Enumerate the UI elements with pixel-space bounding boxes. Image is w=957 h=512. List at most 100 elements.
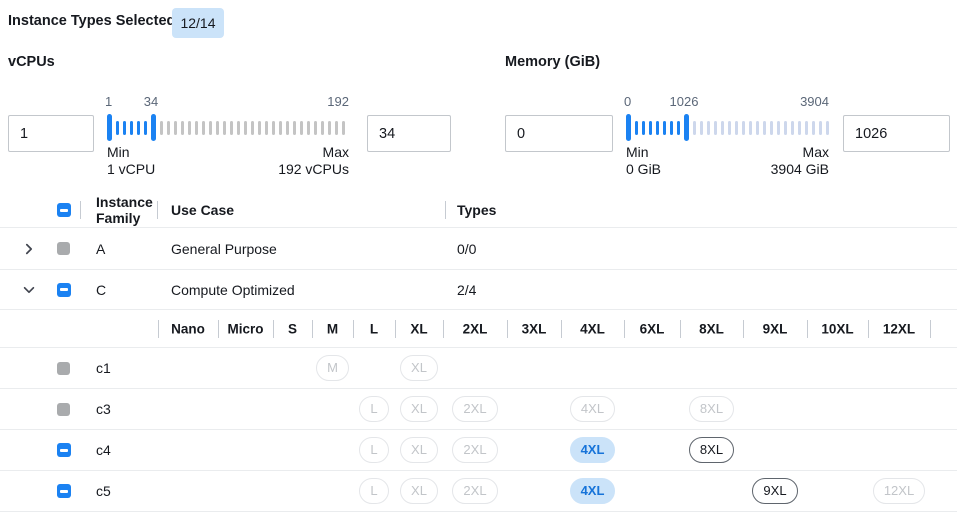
size-header-divider: [624, 319, 625, 338]
select-all-checkbox[interactable]: [57, 203, 71, 217]
size-pill-c4-l: L: [359, 437, 389, 463]
size-header-row: Nano Micro S M L XL 2XL 3XL 4XL 6XL 8XL 9XL 10XL 12XL: [0, 310, 957, 348]
vcpus-captions: Min 1 vCPU Max 192 vCPUs: [107, 144, 349, 178]
size-header-divider: [507, 319, 508, 338]
size-header-divider: [680, 319, 681, 338]
instance-row-c3: c3 L XL 2XL 4XL 8XL: [0, 389, 957, 430]
slider-tick-inactive: [812, 120, 815, 135]
size-pill-c1-m: M: [316, 355, 349, 381]
use-case-column-header: Use Case: [171, 202, 235, 218]
size-column-header-8xl: 8XL: [699, 321, 724, 336]
size-pill-c5-9xl[interactable]: 9XL: [752, 478, 798, 504]
collapse-chevron-down-icon[interactable]: [20, 281, 38, 299]
instance-family-column-header: Instance Family: [96, 194, 153, 226]
row-checkbox-indeterminate[interactable]: [57, 443, 71, 457]
size-column-header-6xl: 6XL: [639, 321, 665, 336]
memory-slider-track[interactable]: [626, 113, 829, 142]
checkbox-cell: [50, 402, 80, 416]
size-pill-c3-l: L: [359, 396, 389, 422]
size-cell-xl: XL: [395, 396, 443, 422]
size-column-header-9xl: 9XL: [762, 321, 788, 336]
size-header-divider: [218, 319, 219, 338]
checkbox-cell: [50, 242, 80, 255]
size-cell-xl: XL: [395, 437, 443, 463]
size-pill-c5-4xl[interactable]: 4XL: [569, 478, 616, 504]
size-cell-9xl: 9XL: [743, 478, 807, 504]
selected-count-label: Instance Types Selected:: [8, 13, 181, 29]
memory-max-input[interactable]: [843, 115, 950, 152]
memory-min-input[interactable]: [505, 115, 613, 152]
size-pill-c3-4xl: 4XL: [569, 396, 616, 422]
slider-tick-inactive: [791, 120, 794, 135]
memory-range-slider[interactable]: 0 1026 3904 Min 0 GiB Max 3904 GiB: [624, 94, 829, 178]
slider-tick-inactive: [742, 120, 745, 135]
vcpus-filter-title: vCPUs: [8, 54, 55, 70]
vcpus-slider-track[interactable]: [107, 113, 349, 142]
slider-handle-min[interactable]: [107, 114, 112, 141]
instance-family-table: Instance Family Use Case Types A General …: [0, 193, 957, 512]
size-column-header-4xl: 4XL: [580, 321, 605, 336]
family-name: C: [96, 281, 107, 298]
slider-tick-inactive: [314, 120, 317, 135]
slider-tick-inactive: [714, 120, 717, 135]
slider-handle-max[interactable]: [151, 114, 156, 141]
memory-scale-labels: 0 1026 3904: [624, 94, 829, 111]
instance-family-name: c1: [96, 360, 111, 376]
header-divider: [157, 201, 158, 219]
types-count: 0/0: [457, 240, 477, 257]
expand-chevron-right-icon[interactable]: [20, 240, 38, 258]
table-body: A General Purpose 0/0 C Compute Optimized 2/4…: [0, 228, 957, 512]
vcpus-min-value: 1 vCPU: [107, 161, 156, 177]
size-pill-c5-2xl: 2XL: [452, 478, 498, 504]
size-pill-c1-xl: XL: [400, 355, 438, 381]
vcpus-range-slider[interactable]: 1 34 192 Min 1 vCPU Max 192 vCPUs: [105, 94, 349, 178]
slider-tick-inactive: [230, 120, 233, 135]
row-checkbox-indeterminate[interactable]: [57, 484, 71, 498]
types-count: 2/4: [457, 281, 477, 298]
size-header-divider: [868, 319, 869, 338]
size-header-divider: [158, 319, 159, 338]
instance-family-name: c4: [96, 442, 111, 458]
size-cell-l: L: [353, 478, 395, 504]
size-column-header-10xl: 10XL: [821, 321, 854, 336]
size-cell-l: L: [353, 437, 395, 463]
row-checkbox-disabled: [57, 402, 70, 416]
size-column-header-l: L: [369, 321, 379, 336]
size-column-header-3xl: 3XL: [521, 321, 547, 336]
size-header-divider: [312, 319, 313, 338]
size-cell-4xl: 4XL: [561, 396, 624, 422]
size-cell-4xl: 4XL: [561, 437, 624, 463]
vcpus-max-input[interactable]: [367, 115, 451, 152]
size-header-divider: [807, 319, 808, 338]
row-checkbox-indeterminate[interactable]: [57, 282, 71, 297]
size-column-header-s: S: [287, 321, 297, 336]
slider-tick-inactive: [174, 120, 177, 135]
instance-family-name: c5: [96, 483, 111, 499]
chevron-cell: [0, 240, 50, 258]
size-cell-4xl: 4XL: [561, 478, 624, 504]
slider-tick-inactive: [342, 120, 345, 135]
vcpus-min-input[interactable]: [8, 115, 94, 152]
slider-tick-inactive: [749, 120, 752, 135]
table-header-row: Instance Family Use Case Types: [0, 193, 957, 228]
slider-tick-inactive: [721, 120, 724, 135]
slider-tick-inactive: [805, 120, 808, 135]
size-column-header-2xl: 2XL: [462, 321, 488, 336]
vcpus-max-caption: Max: [322, 144, 349, 160]
slider-tick-inactive: [195, 120, 198, 135]
slider-tick-inactive: [321, 120, 324, 135]
instance-row-c1: c1 M XL: [0, 348, 957, 389]
row-checkbox-disabled: [57, 361, 70, 375]
slider-handle-max[interactable]: [684, 114, 689, 141]
slider-handle-min[interactable]: [626, 114, 631, 141]
size-pill-c4-8xl[interactable]: 8XL: [688, 437, 735, 463]
size-pill-c4-4xl[interactable]: 4XL: [569, 437, 616, 463]
memory-scale-min: 0: [624, 94, 632, 109]
slider-tick-inactive: [335, 120, 338, 135]
size-header-divider: [743, 319, 744, 338]
slider-tick-active: [649, 120, 652, 135]
size-header-divider: [930, 319, 931, 338]
size-cell-2xl: 2XL: [443, 478, 507, 504]
vcpus-scale-min: 1: [105, 94, 113, 109]
